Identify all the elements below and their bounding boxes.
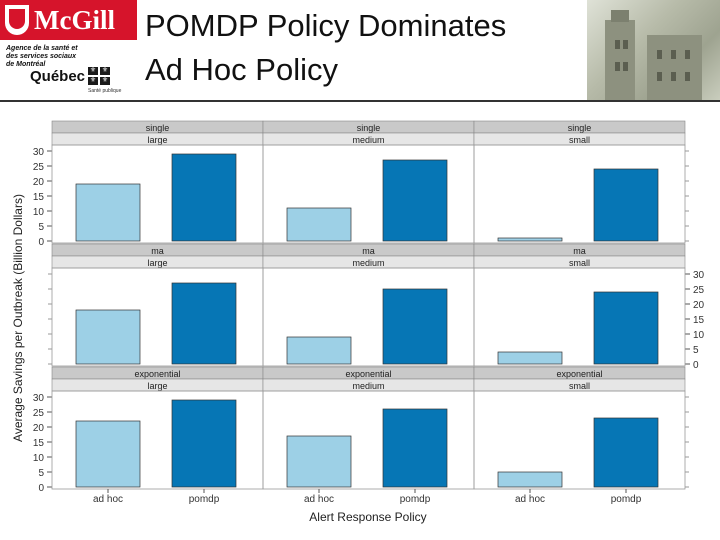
bar-pomdp [382, 159, 448, 242]
x-tick-label: ad hoc [515, 494, 545, 505]
strip-top-label: exponential [556, 369, 602, 379]
y-tick-label: 30 [33, 393, 45, 404]
strip-top-label: single [146, 123, 170, 133]
bar-pomdp [593, 417, 659, 488]
fleur-de-lis-icon: ⚜ ⚜ ⚜ ⚜ [88, 67, 110, 85]
x-tick-label: pomdp [611, 494, 642, 505]
y-tick-label: 10 [33, 207, 45, 218]
bar-pomdp [171, 399, 237, 488]
mcgill-logo: McGill [0, 0, 137, 40]
x-tick-label: pomdp [400, 494, 431, 505]
strip-top-label: single [357, 123, 381, 133]
bar-ad-hoc [497, 351, 563, 365]
y-tick-label: 15 [33, 438, 45, 449]
slide-title-line-1: POMDP Policy Dominates [145, 8, 507, 43]
strip-top-label: ma [362, 246, 375, 256]
bar-pomdp [593, 291, 659, 365]
y-tick-label: 20 [693, 300, 705, 311]
y-tick-label: 10 [693, 330, 705, 341]
y-tick-label: 25 [693, 285, 705, 296]
strip-bottom-label: medium [352, 135, 384, 145]
strip-bottom-label: large [147, 135, 167, 145]
bar-ad-hoc [286, 435, 352, 488]
strip-top-label: exponential [134, 369, 180, 379]
y-tick-label: 0 [38, 483, 44, 494]
y-tick-label: 0 [693, 360, 699, 371]
strip-bottom-label: small [569, 258, 590, 268]
strip-top-label: ma [573, 246, 586, 256]
bar-ad-hoc [497, 237, 563, 242]
strip-top-label: single [568, 123, 592, 133]
panel-frame [473, 267, 686, 367]
bar-ad-hoc [75, 420, 141, 488]
strip-bottom-label: large [147, 258, 167, 268]
x-tick-label: ad hoc [304, 494, 334, 505]
agency-text: Agence de la santé et des services socia… [6, 45, 78, 68]
strip-bottom-label: medium [352, 381, 384, 391]
y-tick-label: 5 [38, 222, 44, 233]
strip-bottom-label: small [569, 135, 590, 145]
bar-ad-hoc [497, 471, 563, 488]
y-tick-label: 5 [693, 345, 699, 356]
strip-top-label: ma [151, 246, 164, 256]
sante-publique-text: Santé publique [88, 88, 122, 94]
y-tick-label: 20 [33, 177, 45, 188]
logo-block: McGill Agence de la santé et des service… [0, 0, 137, 100]
bar-pomdp [593, 168, 659, 242]
quebec-logo-text: Québec [30, 68, 86, 85]
panel-frame [473, 390, 686, 490]
bar-ad-hoc [75, 309, 141, 365]
strip-top-label: exponential [345, 369, 391, 379]
bar-pomdp [382, 288, 448, 365]
lattice-bar-chart: 0 5 10 15 20 25 30 0 5 10 15 20 25 30 0 5 10 15 20 25 30 sing… [11, 120, 705, 524]
x-tick-label: pomdp [189, 494, 220, 505]
y-tick-label: 20 [33, 423, 45, 434]
y-axis-label: Average Savings per Outbreak (Billion Do… [11, 194, 25, 442]
y-tick-label: 30 [693, 270, 705, 281]
bar-ad-hoc [286, 336, 352, 365]
y-tick-label: 25 [33, 162, 45, 173]
y-tick-label: 25 [33, 408, 45, 419]
bar-pomdp [382, 408, 448, 488]
slide-header: McGill Agence de la santé et des service… [0, 0, 720, 100]
bar-ad-hoc [75, 183, 141, 242]
panel-frame [473, 144, 686, 244]
bar-ad-hoc [286, 207, 352, 242]
castle-photo [587, 0, 720, 100]
y-tick-label: 15 [693, 315, 705, 326]
mcgill-logo-text: McGill [34, 5, 115, 35]
x-axis-label: Alert Response Policy [309, 510, 426, 524]
bar-pomdp [171, 153, 237, 242]
strip-bottom-label: medium [352, 258, 384, 268]
slide-title-line-2: Ad Hoc Policy [145, 52, 338, 87]
y-tick-label: 30 [33, 147, 45, 158]
title-block: POMDP Policy Dominates Ad Hoc Policy [137, 0, 587, 100]
strip-bottom-label: small [569, 381, 590, 391]
y-tick-label: 5 [38, 468, 44, 479]
bar-pomdp [171, 282, 237, 365]
header-divider [0, 100, 720, 102]
strip-bottom-label: large [147, 381, 167, 391]
y-tick-label: 0 [38, 237, 44, 248]
y-tick-label: 10 [33, 453, 45, 464]
x-tick-label: ad hoc [93, 494, 123, 505]
y-tick-label: 15 [33, 192, 45, 203]
shield-icon [5, 5, 29, 35]
